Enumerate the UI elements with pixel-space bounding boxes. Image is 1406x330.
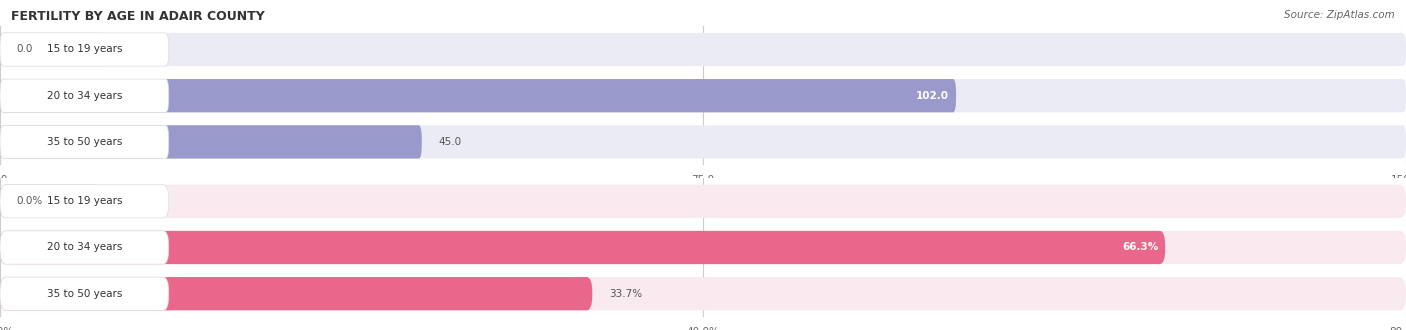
FancyBboxPatch shape [0,125,169,158]
FancyBboxPatch shape [0,277,592,310]
Text: 35 to 50 years: 35 to 50 years [46,137,122,147]
FancyBboxPatch shape [0,231,1406,264]
Text: 33.7%: 33.7% [609,289,643,299]
Text: 20 to 34 years: 20 to 34 years [46,243,122,252]
Text: 15 to 19 years: 15 to 19 years [46,196,122,206]
Text: 20 to 34 years: 20 to 34 years [46,91,122,101]
FancyBboxPatch shape [0,79,169,112]
FancyBboxPatch shape [0,231,169,264]
Text: 0.0: 0.0 [17,45,34,54]
FancyBboxPatch shape [0,231,1166,264]
FancyBboxPatch shape [0,185,169,218]
Text: 102.0: 102.0 [917,91,949,101]
Text: 0.0%: 0.0% [17,196,44,206]
Text: 35 to 50 years: 35 to 50 years [46,289,122,299]
FancyBboxPatch shape [0,185,101,218]
Text: Source: ZipAtlas.com: Source: ZipAtlas.com [1284,10,1395,20]
FancyBboxPatch shape [0,79,956,112]
Text: 45.0: 45.0 [439,137,461,147]
FancyBboxPatch shape [0,33,1406,66]
Text: 15 to 19 years: 15 to 19 years [46,45,122,54]
Text: FERTILITY BY AGE IN ADAIR COUNTY: FERTILITY BY AGE IN ADAIR COUNTY [11,10,264,23]
FancyBboxPatch shape [0,277,1406,310]
FancyBboxPatch shape [0,125,422,158]
FancyBboxPatch shape [0,33,169,66]
FancyBboxPatch shape [0,277,169,310]
FancyBboxPatch shape [0,33,101,66]
FancyBboxPatch shape [0,125,1406,158]
FancyBboxPatch shape [0,79,1406,112]
Text: 66.3%: 66.3% [1122,243,1159,252]
FancyBboxPatch shape [0,185,1406,218]
